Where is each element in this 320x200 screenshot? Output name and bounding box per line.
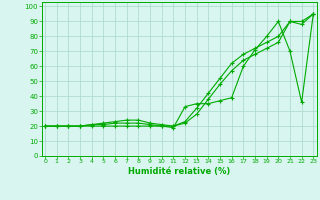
X-axis label: Humidité relative (%): Humidité relative (%) bbox=[128, 167, 230, 176]
